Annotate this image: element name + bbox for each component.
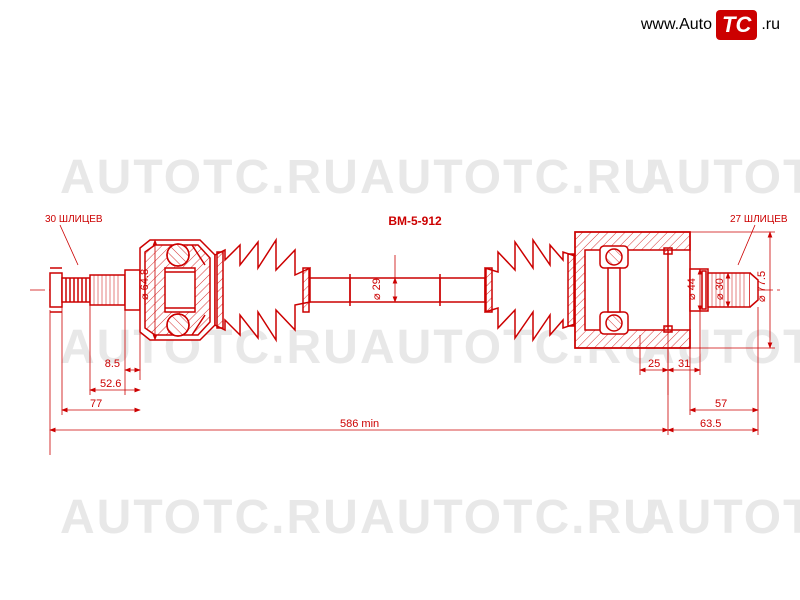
technical-drawing: BM-5-912 30 ШЛИЦЕВ 27 ШЛИЦЕВ ⌀ 64.8 ⌀ 29… [0, 0, 800, 600]
dim-d1: ⌀ 64.8 [139, 269, 151, 300]
dim-d2: ⌀ 29 [371, 278, 383, 300]
dim-d5: ⌀ 77.5 [756, 271, 768, 302]
left-spline-label: 30 ШЛИЦЕВ [45, 214, 103, 225]
dim-l1: 8.5 [105, 358, 120, 370]
dim-l4: 586 min [340, 418, 379, 430]
dim-l5: 25 [648, 358, 660, 370]
part-number: BM-5-912 [388, 214, 442, 228]
right-spline-label: 27 ШЛИЦЕВ [730, 214, 788, 225]
dim-d3: ⌀ 44 [686, 278, 698, 300]
dim-l3: 77 [90, 398, 102, 410]
dim-l7: 57 [715, 398, 727, 410]
dim-l6: 31 [678, 358, 690, 370]
dim-d4: ⌀ 30 [714, 278, 726, 300]
dim-l8: 63.5 [700, 418, 721, 430]
dim-l2: 52.6 [100, 378, 121, 390]
